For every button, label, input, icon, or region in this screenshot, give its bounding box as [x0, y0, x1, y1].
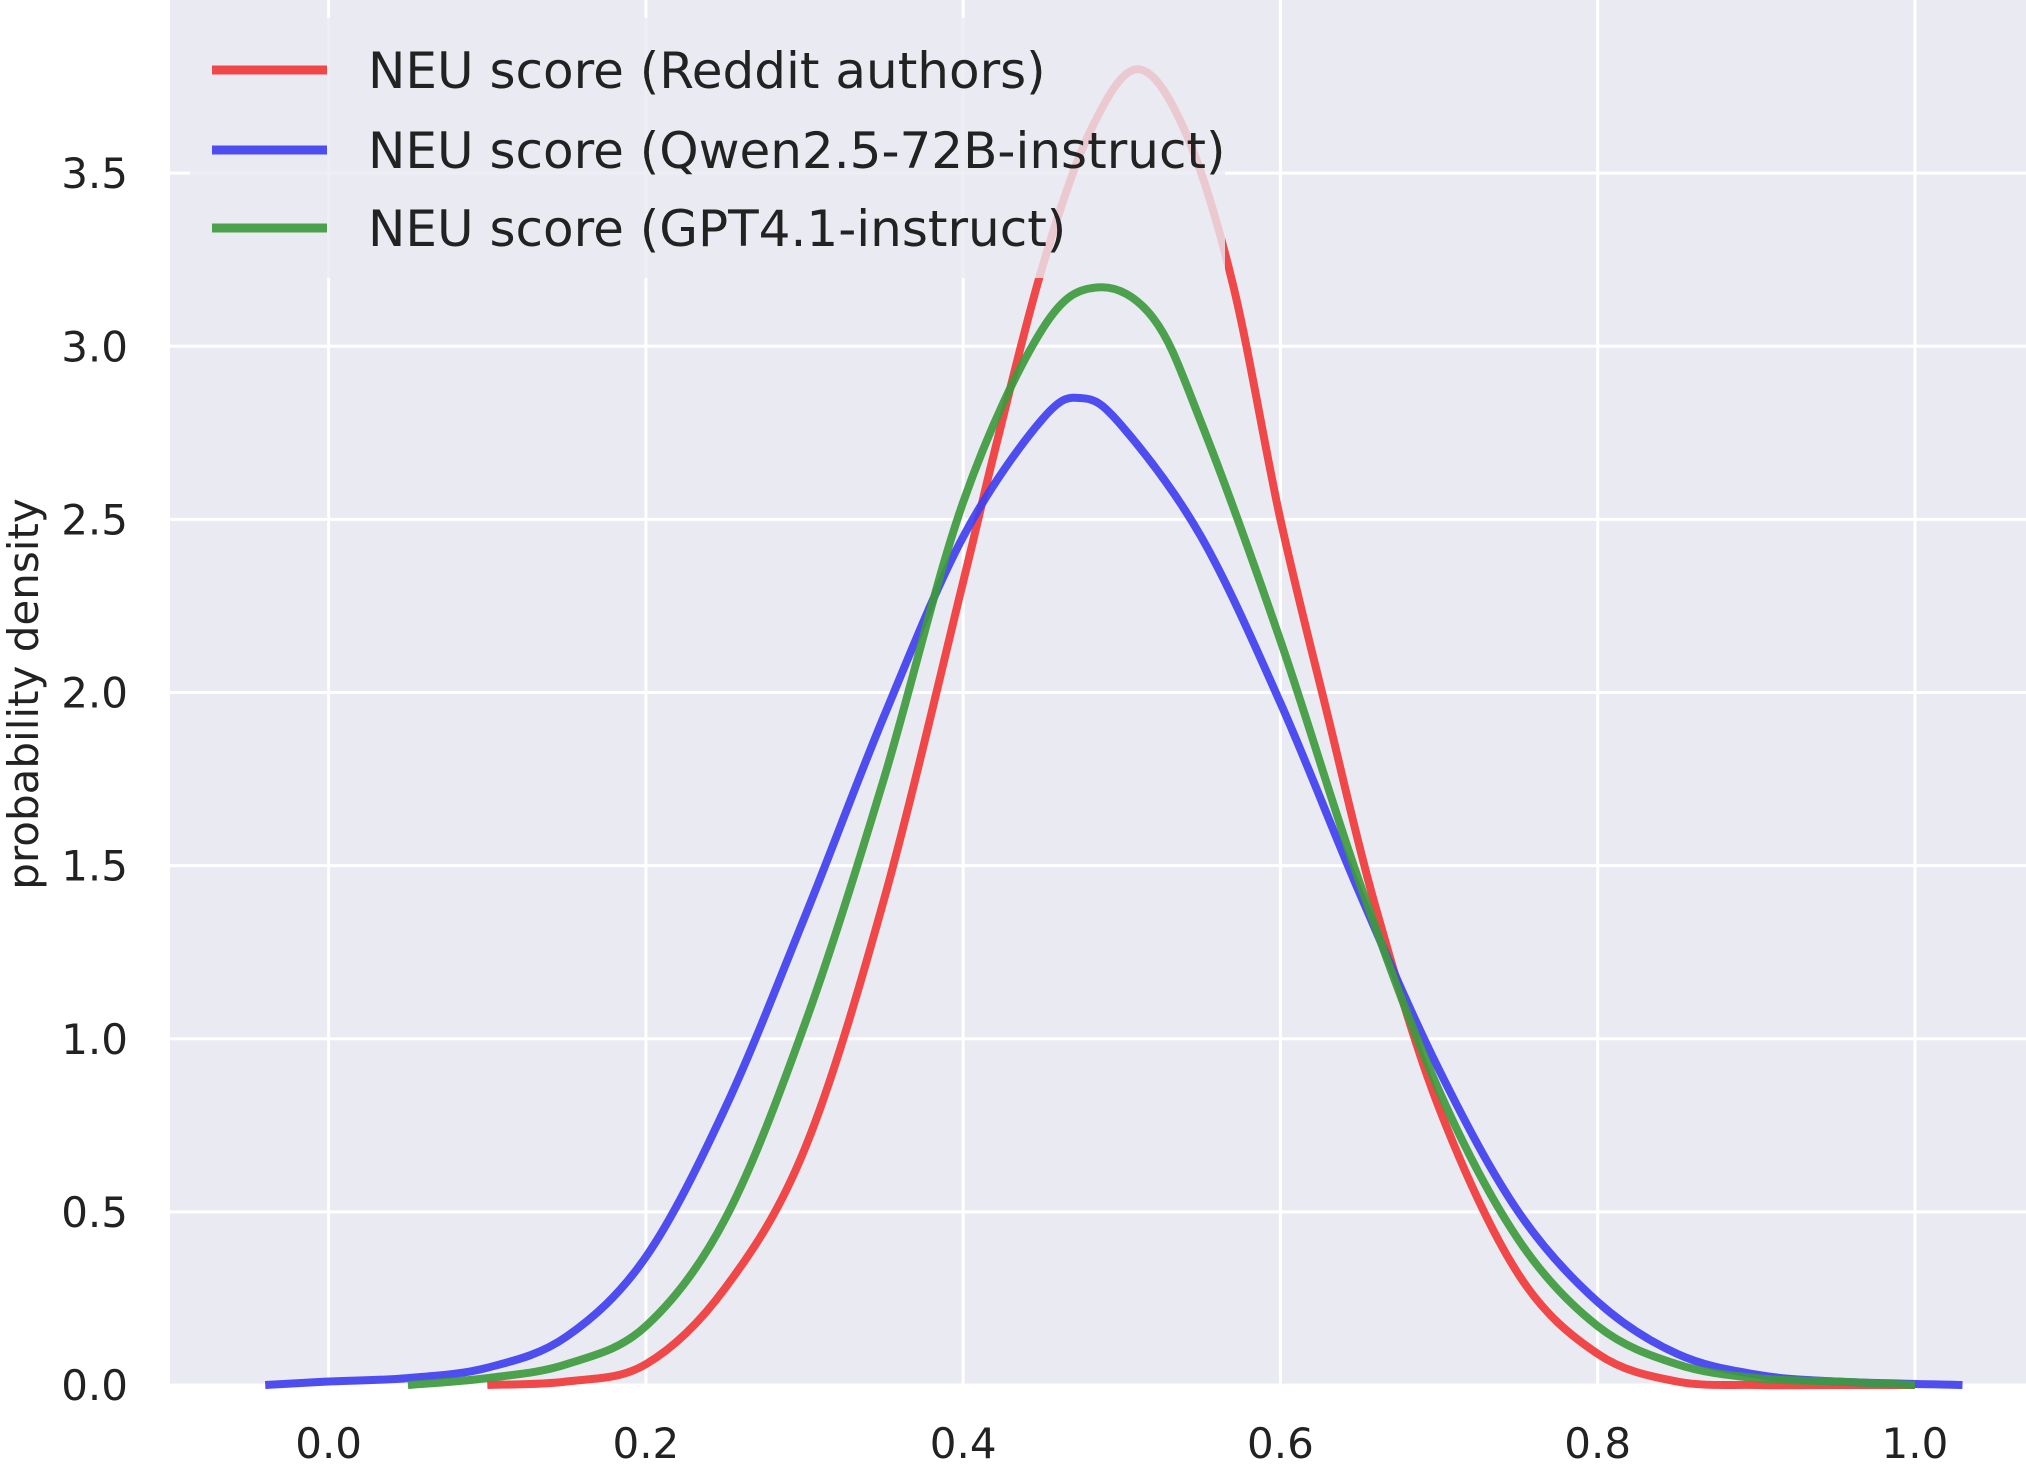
y-tick-label: 0.5 — [61, 1188, 128, 1237]
x-tick-label: 0.8 — [1564, 1419, 1631, 1468]
y-tick-label: 1.5 — [61, 842, 128, 891]
y-tick-label: 2.0 — [61, 669, 128, 718]
y-tick-label: 1.0 — [61, 1015, 128, 1064]
legend-label-2: NEU score (Qwen2.5-72B-instruct) — [368, 122, 1226, 180]
legend: NEU score (Reddit authors) NEU score (Qwe… — [190, 18, 1226, 278]
y-tick-label: 2.5 — [61, 495, 128, 544]
legend-box — [190, 18, 1225, 278]
legend-label-1: NEU score (Reddit authors) — [368, 42, 1046, 100]
y-tick-label: 3.0 — [61, 322, 128, 371]
x-tick-labels: 0.0 0.2 0.4 0.6 0.8 1.0 — [295, 1419, 1948, 1468]
x-tick-label: 0.2 — [612, 1419, 679, 1468]
x-tick-label: 1.0 — [1882, 1419, 1949, 1468]
x-tick-label: 0.6 — [1247, 1419, 1314, 1468]
series-line-3 — [407, 283, 1916, 1389]
y-tick-labels: 0.0 0.5 1.0 1.5 2.0 2.5 3.0 3.5 — [61, 149, 128, 1410]
y-tick-label: 0.0 — [61, 1361, 128, 1410]
y-axis-title: probability density — [0, 498, 48, 889]
x-tick-label: 0.0 — [295, 1419, 362, 1468]
y-tick-label: 3.5 — [61, 149, 128, 198]
legend-label-3: NEU score (GPT4.1-instruct) — [368, 200, 1066, 258]
x-tick-label: 0.4 — [930, 1419, 997, 1468]
series-line-2 — [264, 393, 1963, 1389]
